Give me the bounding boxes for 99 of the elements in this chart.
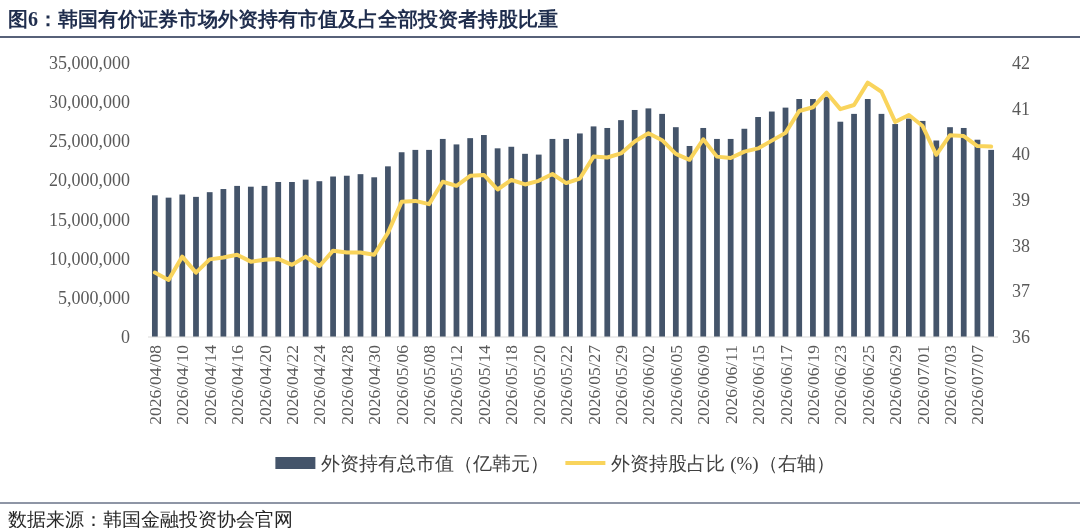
y2-tick-label: 36: [1012, 327, 1030, 347]
bar: [672, 127, 679, 337]
y2-tick-label: 39: [1012, 190, 1030, 210]
bar: [193, 196, 199, 337]
source-note: 数据来源：韩国金融投资协会官网: [8, 508, 293, 528]
bar: [810, 99, 816, 337]
x-tick-label: 2026/05/06: [391, 344, 412, 425]
bar: [179, 194, 186, 337]
bar: [275, 181, 282, 337]
bar: [837, 121, 844, 337]
x-tick-label: 2026/06/17: [775, 344, 796, 425]
y-tick-label: 5,000,000: [58, 287, 130, 308]
x-tick-label: 2026/04/16: [227, 344, 248, 425]
x-tick-label: 2026/04/08: [144, 344, 165, 425]
x-tick-label: 2026/05/12: [446, 345, 467, 425]
bar: [823, 96, 830, 337]
x-tick-label: 2026/05/22: [556, 345, 577, 425]
bar: [851, 113, 857, 337]
x-tick-label: 2026/04/22: [281, 345, 302, 425]
x-tick-label: 2026/05/29: [610, 344, 631, 425]
x-tick-label: 2026/04/14: [199, 344, 220, 425]
y-tick-label: 20,000,000: [49, 170, 130, 191]
y2-tick-label: 42: [1012, 53, 1030, 73]
legend-label: 外资持股占比 (%)（右轴）: [611, 452, 835, 475]
x-tick-label: 2026/07/01: [912, 345, 933, 425]
y2-tick-label: 38: [1012, 235, 1030, 256]
bar: [234, 185, 240, 337]
bar: [206, 192, 213, 337]
bar: [864, 99, 871, 337]
bar: [906, 118, 912, 337]
bar: [960, 127, 967, 337]
bar: [741, 128, 748, 337]
x-tick-label: 2026/05/27: [583, 344, 604, 425]
bar: [796, 99, 803, 337]
bar: [316, 181, 323, 337]
bar: [576, 133, 583, 337]
x-tick-label: 2026/04/24: [309, 344, 330, 425]
bar: [467, 138, 474, 337]
bar: [508, 146, 515, 337]
bar: [714, 138, 720, 337]
bar: [412, 149, 419, 337]
y-tick-label: 10,000,000: [49, 248, 130, 269]
x-tick-label: 2026/05/20: [528, 344, 549, 425]
bar: [563, 138, 570, 337]
x-tick-label: 2026/06/02: [638, 345, 659, 425]
y-tick-label: 25,000,000: [49, 131, 130, 152]
bar: [535, 154, 542, 337]
bar: [988, 149, 995, 337]
bar: [330, 176, 336, 337]
x-tick-label: 2026/07/03: [940, 344, 961, 425]
bar: [426, 149, 432, 337]
x-tick-label: 2026/04/30: [364, 344, 385, 425]
x-tick-label: 2026/06/29: [885, 344, 906, 425]
x-tick-label: 2026/06/11: [720, 345, 741, 425]
bar: [289, 181, 295, 337]
y-tick-label: 35,000,000: [49, 53, 130, 73]
x-tick-label: 2026/04/10: [172, 344, 193, 425]
bar: [522, 153, 528, 337]
x-tick-label: 2026/06/15: [748, 344, 769, 425]
bar: [631, 109, 638, 337]
bar: [727, 138, 734, 337]
bar: [947, 127, 953, 337]
bar: [755, 117, 761, 337]
bar: [398, 152, 405, 337]
x-tick-label: 2026/05/18: [501, 344, 522, 425]
x-tick-label: 2026/06/19: [802, 344, 823, 425]
bar: [604, 127, 611, 337]
bar: [768, 111, 775, 337]
bar: [247, 186, 254, 337]
x-tick-label: 2026/06/23: [830, 344, 851, 425]
y-tick-label: 30,000,000: [49, 92, 130, 113]
x-tick-label: 2026/06/25: [857, 344, 878, 425]
x-tick-label: 2026/04/20: [254, 344, 275, 425]
x-tick-label: 2026/05/08: [419, 344, 440, 425]
bar: [371, 177, 378, 337]
y2-tick-label: 41: [1012, 98, 1030, 119]
x-tick-label: 2026/04/28: [336, 344, 357, 425]
line-series: [152, 80, 994, 282]
y2-tick-label: 37: [1012, 281, 1030, 302]
chart-title: 图6：韩国有价证券市场外资持有市值及占全部投资者持股比重: [8, 8, 558, 30]
bar: [933, 140, 940, 337]
bar: [618, 120, 624, 337]
bar: [659, 113, 665, 337]
bar: [481, 135, 487, 337]
y2-tick-label: 40: [1012, 144, 1030, 165]
y-tick-label: 0: [121, 327, 130, 347]
x-tick-label: 2026/07/07: [967, 344, 988, 425]
legend-label: 外资持有总市值（亿韩元）: [321, 452, 550, 474]
bar: [302, 179, 309, 337]
x-tick-label: 2026/05/14: [473, 344, 494, 425]
bar: [439, 138, 446, 337]
bar: [892, 124, 899, 337]
x-tick-label: 2026/06/05: [665, 344, 686, 425]
bar: [151, 195, 158, 337]
bar: [700, 127, 707, 337]
bar: [385, 166, 391, 337]
bar: [343, 175, 350, 337]
x-tick-label: 2026/06/09: [693, 344, 714, 425]
y-tick-label: 15,000,000: [49, 209, 130, 230]
